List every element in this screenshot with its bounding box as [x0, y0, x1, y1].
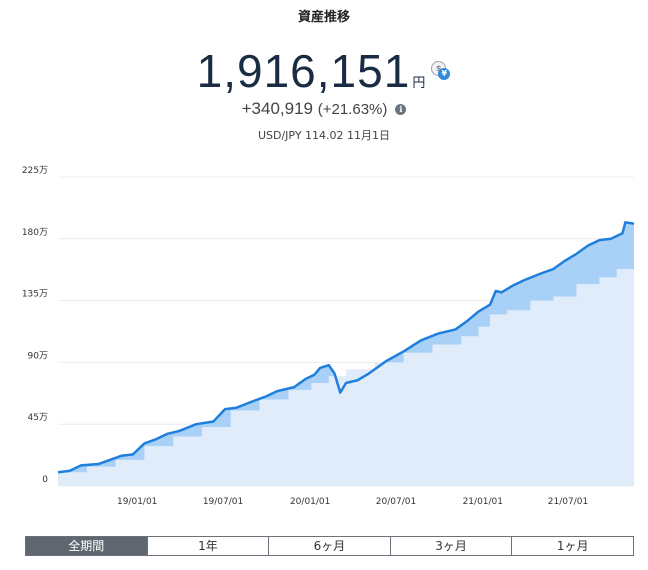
y-tick-label: 135万 [22, 290, 48, 300]
total-asset-line [57, 221, 635, 474]
x-axis-labels: 19/01/01 19/07/01 20/01/01 20/07/01 21/01/01… [117, 497, 588, 507]
x-tick-label: 21/01/01 [463, 497, 503, 507]
x-tick-label: 21/07/01 [548, 497, 588, 507]
x-tick-label: 19/01/01 [117, 497, 157, 507]
x-tick-label: 19/07/01 [203, 497, 243, 507]
invested-area [58, 266, 634, 486]
currency-unit: 円 [412, 76, 426, 91]
asset-chart: 0 45万 90万 135万 180万 225万 19/01/01 19/07/01 20/0… [22, 166, 635, 507]
y-tick-label: 45万 [28, 413, 48, 423]
yen-icon: ¥ [438, 68, 451, 80]
currency-switch-icon[interactable]: $ ¥ [431, 61, 451, 81]
x-tick-label: 20/01/01 [290, 497, 330, 507]
change-summary: +340,919 (+21.63%) i [0, 99, 648, 119]
period-tabs: 全期間 1年 6ヶ月 3ヶ月 1ヶ月 [25, 536, 634, 556]
total-amount: 1,916,151 [196, 45, 411, 97]
tab-all-period[interactable]: 全期間 [26, 537, 147, 555]
tab-3-months[interactable]: 3ヶ月 [389, 537, 512, 555]
x-tick-label: 20/07/01 [376, 497, 416, 507]
chart-areas [57, 221, 635, 486]
y-tick-label: 90万 [28, 351, 48, 361]
tab-6-months[interactable]: 6ヶ月 [268, 537, 390, 555]
tab-1-month[interactable]: 1ヶ月 [511, 537, 633, 555]
info-icon[interactable]: i [395, 104, 407, 115]
exchange-rate: USD/JPY 114.02 11月1日 [257, 129, 391, 142]
y-tick-label: 225万 [22, 166, 48, 176]
y-axis-labels: 0 45万 90万 135万 180万 225万 [22, 166, 48, 485]
chart-title: 資産推移 [297, 10, 350, 25]
change-amount: +340,919 [241, 99, 314, 118]
y-tick-label: 0 [42, 475, 48, 485]
change-percent: (+21.63%) [317, 101, 388, 118]
y-tick-label: 180万 [22, 228, 48, 238]
total-asset-value: 1,916,151 円 $ ¥ [0, 44, 648, 98]
tab-1-year[interactable]: 1年 [146, 537, 269, 555]
